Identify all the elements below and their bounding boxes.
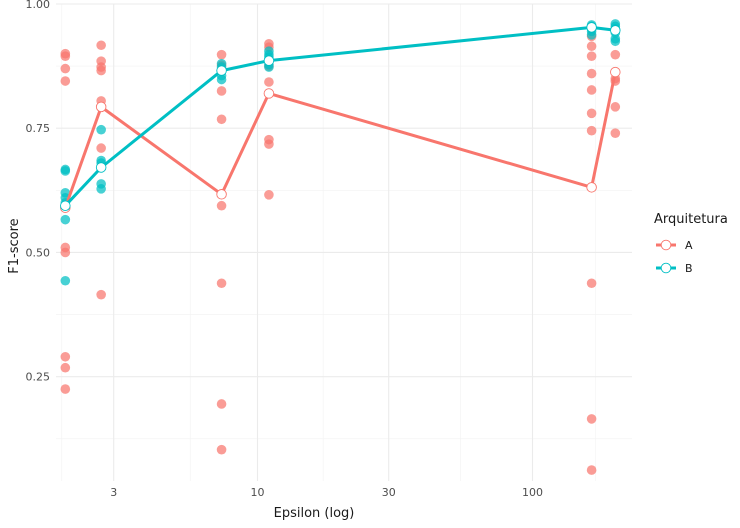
- point-a: [60, 76, 71, 86]
- x-tick-label: 3: [110, 486, 117, 499]
- point-a: [610, 49, 621, 60]
- point-a: [586, 41, 597, 52]
- y-axis-tick-labels: 0.25 0.50 0.75 1.00: [26, 0, 51, 384]
- point-a: [586, 414, 597, 424]
- mean-marker-a: [216, 189, 227, 200]
- mean-marker-b: [60, 200, 71, 211]
- point-a: [610, 128, 621, 138]
- point-a: [216, 86, 227, 96]
- point-a: [586, 278, 597, 289]
- mean-marker-a: [95, 101, 107, 113]
- point-a: [264, 77, 274, 87]
- point-a: [96, 65, 106, 76]
- point-a: [96, 40, 106, 51]
- y-tick-label: 0.50: [26, 246, 51, 259]
- point-a: [586, 108, 597, 119]
- point-a: [586, 125, 597, 136]
- point-a: [96, 143, 106, 153]
- legend-title: Arquitetura: [654, 212, 728, 227]
- point-a: [60, 362, 71, 373]
- minor-gridlines: [56, 4, 632, 481]
- x-tick-label: 10: [251, 486, 265, 499]
- y-tick-label: 0.25: [26, 371, 51, 384]
- point-a: [60, 63, 71, 74]
- y-axis-title: F1-score: [7, 218, 22, 273]
- point-b: [96, 124, 106, 135]
- point-a: [60, 384, 71, 394]
- point-a: [586, 85, 597, 95]
- point-a: [216, 278, 227, 289]
- point-a: [60, 247, 71, 258]
- point-a: [96, 289, 106, 300]
- mean-markers: [60, 22, 621, 213]
- x-axis-tick-labels: 3 10 30 100: [110, 486, 543, 499]
- mean-marker-a: [610, 66, 621, 78]
- point-b: [96, 184, 106, 194]
- legend-key-marker-b: [660, 262, 672, 274]
- point-b: [586, 30, 597, 40]
- point-a: [216, 49, 227, 60]
- mean-marker-b: [95, 162, 107, 173]
- mean-marker-b: [586, 22, 597, 33]
- point-b: [216, 74, 227, 85]
- point-a: [264, 190, 274, 200]
- point-a: [216, 114, 227, 125]
- point-a: [586, 51, 597, 61]
- point-a: [216, 444, 227, 455]
- y-tick-label: 0.75: [26, 122, 51, 135]
- point-a: [264, 139, 274, 149]
- legend-label-a: A: [685, 239, 693, 252]
- mean-line-a: [63, 71, 617, 209]
- x-axis-title: Epsilon (log): [274, 506, 355, 521]
- point-b: [610, 36, 621, 47]
- point-b: [60, 275, 71, 286]
- point-a: [60, 51, 71, 61]
- point-a: [610, 102, 621, 112]
- y-tick-label: 1.00: [26, 0, 51, 11]
- point-b: [60, 166, 71, 176]
- point-a: [216, 200, 227, 211]
- legend-key-marker-a: [660, 239, 672, 251]
- major-gridlines: [56, 3, 632, 481]
- data-points: [60, 19, 621, 475]
- point-a: [586, 465, 597, 475]
- legend-items: AB: [656, 239, 693, 275]
- legend: Arquitetura AB: [654, 212, 728, 275]
- mean-marker-b: [263, 55, 275, 66]
- mean-marker-b: [216, 65, 227, 76]
- x-tick-label: 100: [522, 486, 543, 499]
- x-tick-label: 30: [382, 486, 396, 499]
- point-a: [216, 399, 227, 409]
- mean-marker-b: [610, 25, 621, 36]
- mean-marker-a: [263, 88, 275, 99]
- point-b: [60, 214, 71, 225]
- mean-marker-a: [586, 182, 597, 193]
- point-a: [60, 351, 71, 362]
- point-a: [586, 68, 597, 79]
- legend-label-b: B: [685, 262, 693, 275]
